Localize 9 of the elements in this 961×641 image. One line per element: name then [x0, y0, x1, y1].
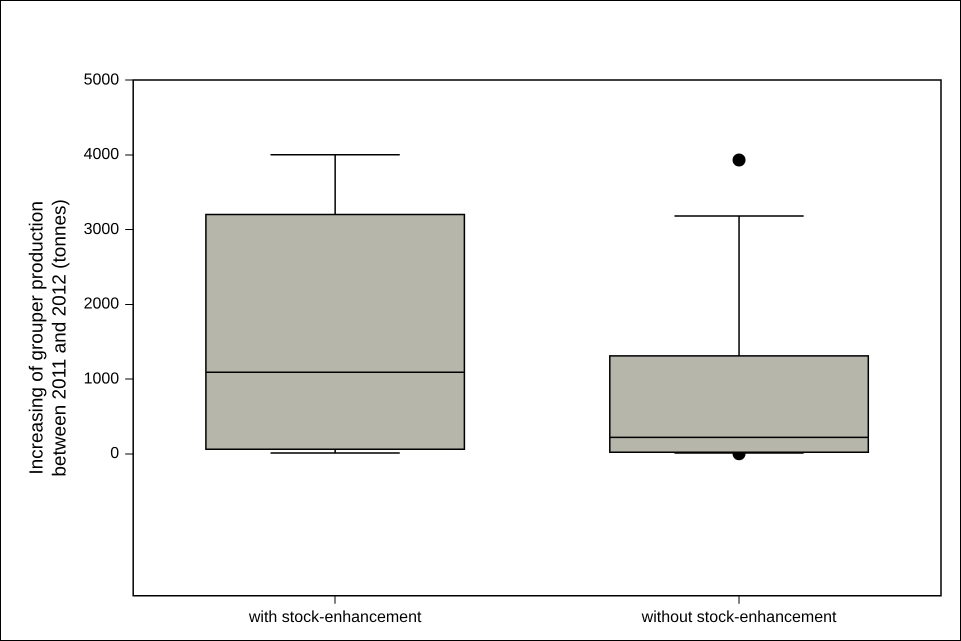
y-tick-label: 4000 — [84, 146, 120, 164]
y-tick-label: 0 — [110, 445, 120, 462]
x-tick-label: with stock-enhancement — [248, 608, 422, 626]
y-axis-title: Increasing of grouper production between 2011 and 2012 (tonnes) — [26, 199, 70, 477]
y-tick-label: 5000 — [84, 71, 120, 88]
y-tick-label: 1000 — [84, 370, 120, 388]
y-tick-label: 2000 — [84, 296, 120, 313]
x-tick-label: without stock-enhancement — [640, 608, 837, 626]
y-tick-label: 3000 — [84, 220, 120, 238]
